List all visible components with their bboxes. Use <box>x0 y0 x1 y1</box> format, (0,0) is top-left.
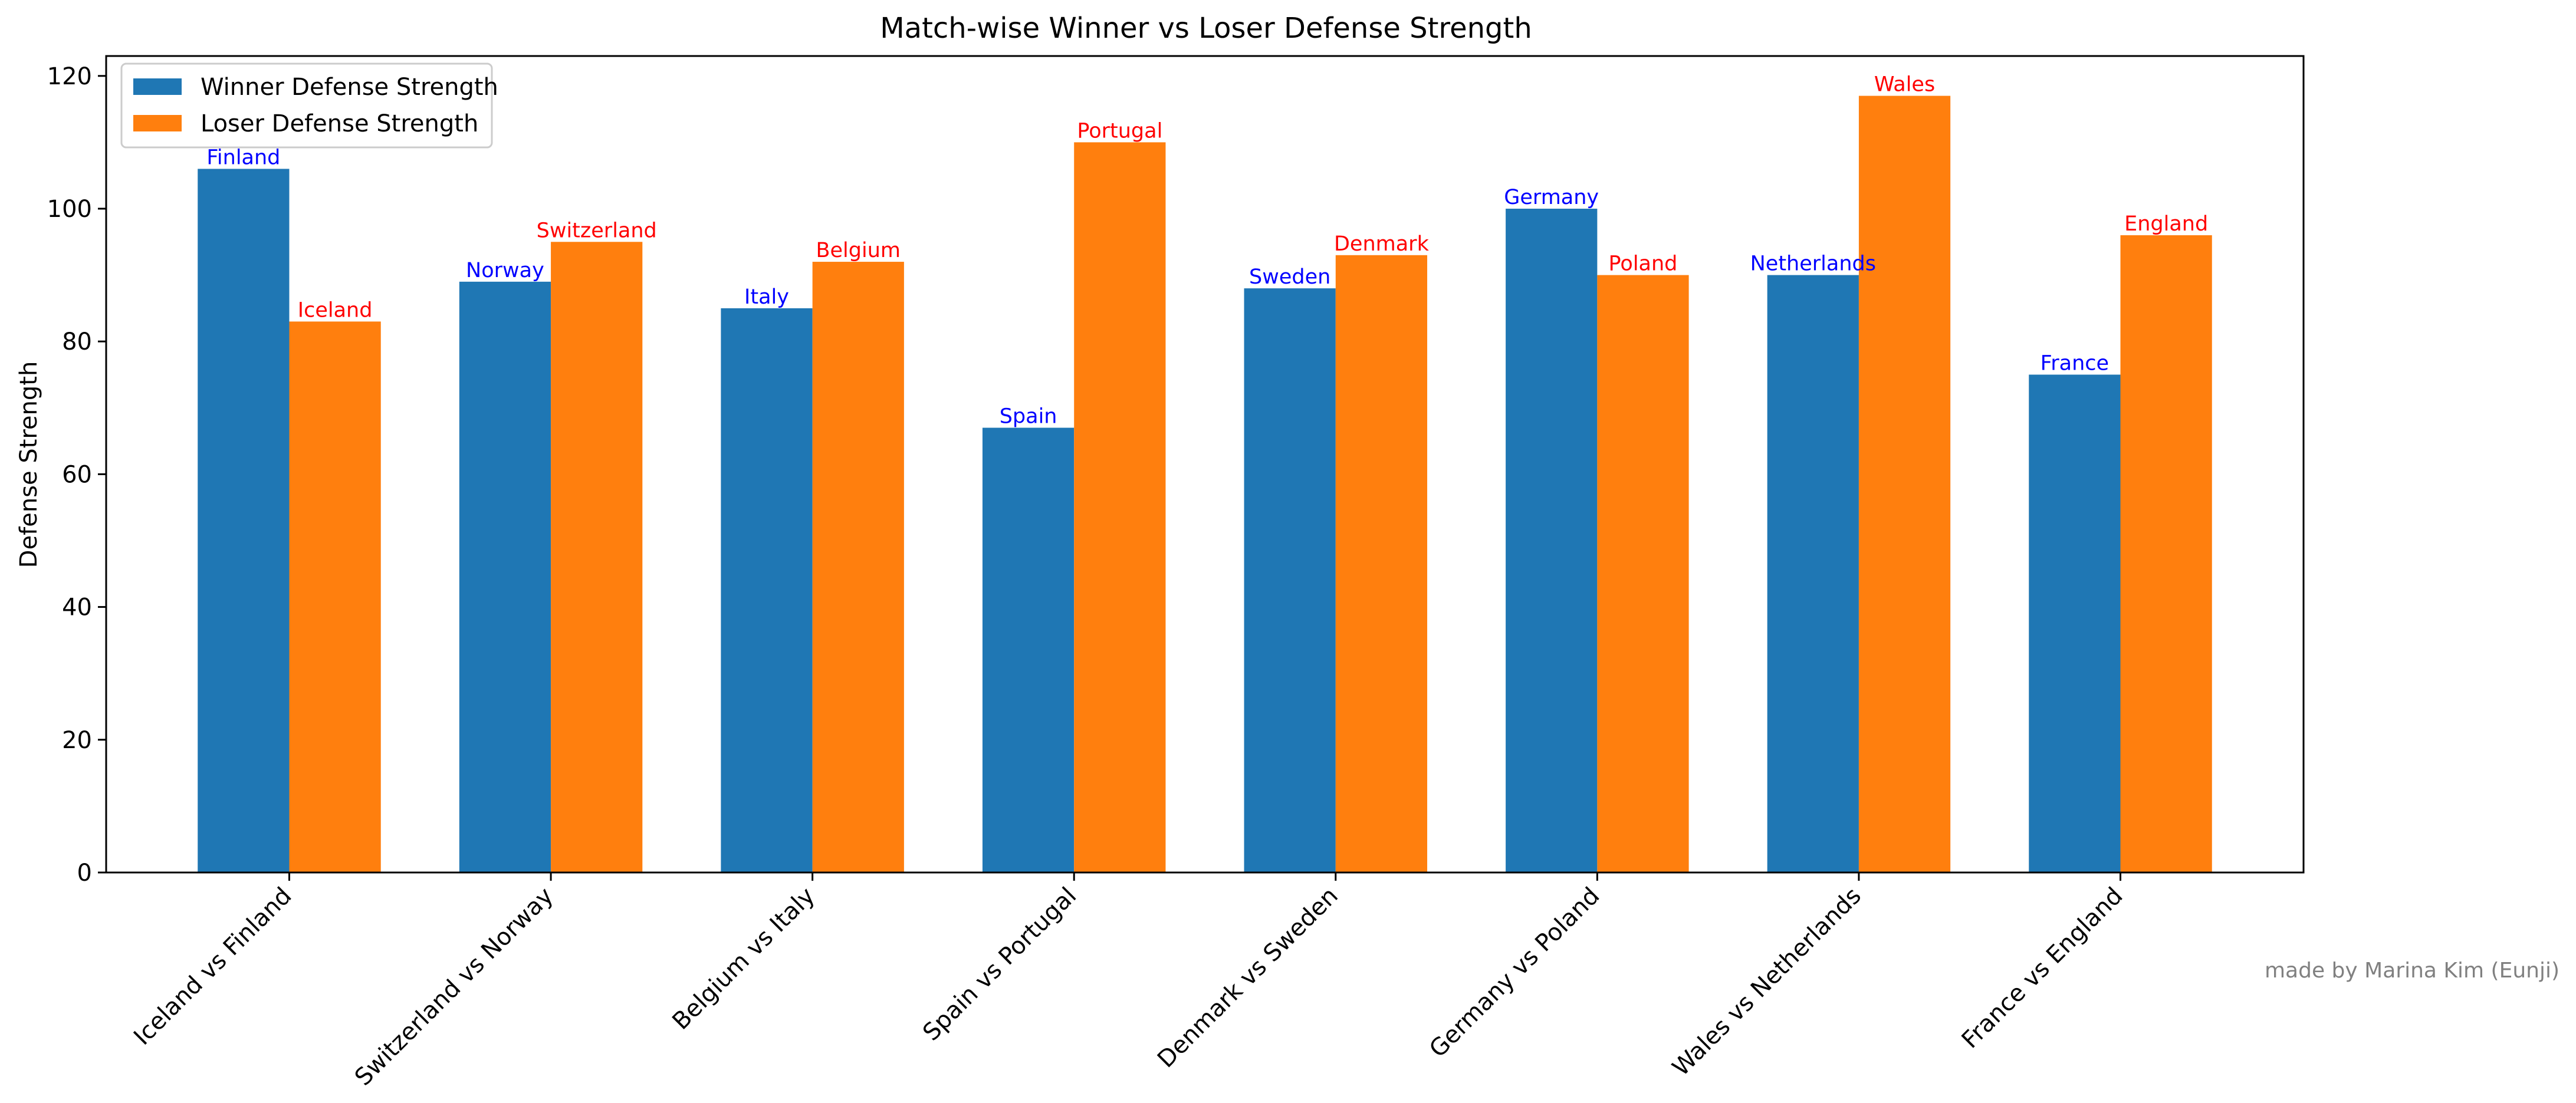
y-tick-label-4: 80 <box>62 328 92 355</box>
legend-swatch-0 <box>133 78 182 95</box>
loser-bar-label-2: Belgium <box>816 239 901 262</box>
winner-bar-4 <box>1244 288 1336 872</box>
winner-bar-5 <box>1506 208 1598 872</box>
x-tick-label-4: Denmark vs Sweden <box>1152 883 1343 1074</box>
loser-bar-7 <box>2120 235 2212 872</box>
y-tick-label-6: 120 <box>47 63 92 90</box>
loser-bar-4 <box>1335 255 1428 872</box>
winner-bar-3 <box>982 427 1075 872</box>
y-tick-label-1: 20 <box>62 727 92 754</box>
x-tick-label-3: Spain vs Portugal <box>918 883 1082 1046</box>
loser-bar-label-0: Iceland <box>298 298 373 322</box>
loser-bar-label-5: Poland <box>1609 252 1678 276</box>
loser-bar-label-7: England <box>2124 212 2208 236</box>
winner-bar-6 <box>1767 275 1859 873</box>
winner-bar-label-5: Germany <box>1504 186 1599 209</box>
y-axis: 0 20 40 60 80 100 120 <box>47 63 106 887</box>
winner-bar-label-3: Spain <box>1000 405 1057 429</box>
x-axis: Iceland vs Finland Switzerland vs Norway B… <box>129 872 2128 1091</box>
x-tick-label-6: Wales vs Netherlands <box>1667 883 1867 1082</box>
x-tick-label-7: France vs England <box>1957 883 2128 1054</box>
legend-box <box>120 62 493 149</box>
winner-bar-label-0: Finland <box>206 146 280 169</box>
winner-bar-label-2: Italy <box>744 285 789 309</box>
loser-bar-label-1: Switzerland <box>537 219 657 242</box>
winner-bar-label-6: Netherlands <box>1750 252 1876 276</box>
x-tick-label-5: Germany vs Poland <box>1424 883 1605 1063</box>
winner-bar-label-7: France <box>2041 351 2109 375</box>
loser-bar-1 <box>551 242 643 872</box>
x-tick-label-0: Iceland vs Finland <box>129 883 297 1051</box>
y-tick-label-0: 0 <box>77 860 92 887</box>
winner-bar-label-1: Norway <box>466 259 544 282</box>
x-tick-label-2: Belgium vs Italy <box>667 883 820 1035</box>
winner-bar-7 <box>2029 374 2121 872</box>
winner-bar-1 <box>459 281 551 872</box>
x-tick-label-1: Switzerland vs Norway <box>350 883 558 1091</box>
y-tick-label-5: 100 <box>47 196 92 223</box>
legend: Winner Defense Strength Loser Defense Str… <box>120 62 498 149</box>
y-axis-label: Defense Strength <box>15 361 42 568</box>
winner-bar-2 <box>721 308 813 872</box>
bar-labels-layer: Finland Norway Italy Spain Sweden Germany Neth… <box>206 73 2208 429</box>
y-tick-label-3: 60 <box>62 461 92 488</box>
plot-frame <box>105 55 2305 874</box>
legend-swatch-1 <box>133 115 182 131</box>
loser-bar-2 <box>812 262 904 872</box>
chart-title: Match-wise Winner vs Loser Defense Stren… <box>880 12 1532 45</box>
winner-bar-label-4: Sweden <box>1249 265 1330 289</box>
loser-bar-3 <box>1074 142 1166 873</box>
credit-annotation: made by Marina Kim (Eunji) <box>2265 959 2559 983</box>
legend-label-1: Loser Defense Strength <box>201 110 478 137</box>
bars-layer <box>198 96 2212 873</box>
loser-bar-label-3: Portugal <box>1077 119 1162 143</box>
legend-label-0: Winner Defense Strength <box>201 74 498 101</box>
loser-bar-5 <box>1597 275 1689 873</box>
loser-bar-6 <box>1858 96 1951 872</box>
loser-bar-label-4: Denmark <box>1334 232 1430 256</box>
loser-bar-label-6: Wales <box>1874 73 1935 97</box>
y-tick-label-2: 40 <box>62 594 92 621</box>
loser-bar-0 <box>289 321 381 872</box>
winner-bar-0 <box>198 169 290 873</box>
